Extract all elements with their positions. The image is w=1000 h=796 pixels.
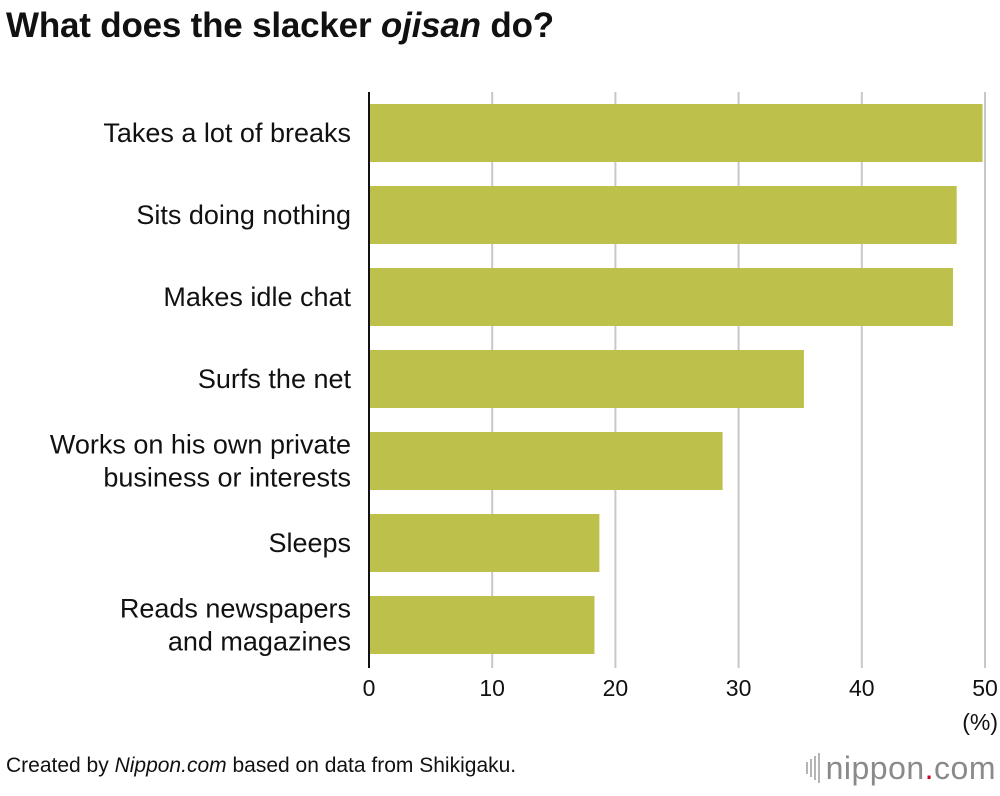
category-label-line: and magazines [168, 627, 351, 657]
credit-text-end: based on data from Shikigaku. [226, 754, 517, 777]
category-label: Sits doing nothing [136, 200, 351, 230]
x-tick-label: 10 [479, 675, 505, 701]
x-tick-labels: 0 10 20 30 40 50 [363, 675, 998, 701]
category-label-line: Sits doing nothing [136, 200, 351, 230]
chart-title: What does the slacker ojisan do? [6, 4, 554, 48]
credit-text: Created by [6, 754, 115, 777]
logo-suffix: com [934, 750, 996, 786]
x-tick-label: 50 [972, 675, 998, 701]
bars [369, 104, 983, 654]
title-text-end: do? [480, 6, 554, 45]
source-credit: Created by Nippon.com based on data from… [6, 752, 516, 780]
category-label-line: Makes idle chat [163, 282, 351, 312]
category-label: Makes idle chat [163, 282, 351, 312]
category-label: Reads newspapers and magazines [120, 594, 351, 657]
category-label-line: Takes a lot of breaks [103, 118, 351, 148]
category-label-line: Reads newspapers [120, 594, 351, 624]
category-label-line: Sleeps [268, 528, 351, 558]
bar [369, 596, 595, 654]
x-tick-label: 0 [363, 675, 376, 701]
category-label: Takes a lot of breaks [103, 118, 351, 148]
category-label: Sleeps [268, 528, 351, 558]
bar [369, 186, 957, 244]
category-label: Works on his own private business or inte… [50, 430, 351, 493]
category-label-line: business or interests [103, 463, 351, 493]
category-labels: Takes a lot of breaks Sits doing nothing M… [50, 118, 352, 657]
category-label: Surfs the net [198, 364, 352, 394]
nippon-logo: nippon.com [805, 750, 996, 786]
category-label-line: Works on his own private [50, 430, 351, 460]
x-tick-label: 20 [603, 675, 629, 701]
category-label-line: Surfs the net [198, 364, 352, 394]
x-axis-unit: (%) [962, 709, 998, 735]
bar [369, 514, 600, 572]
x-tick-label: 40 [849, 675, 875, 701]
title-emphasis: ojisan [380, 6, 481, 45]
logo-dot: . [924, 750, 935, 786]
credit-publisher: Nippon.com [114, 754, 227, 777]
logo-bars-icon [805, 753, 820, 783]
logo-name: nippon [825, 750, 925, 786]
bar [369, 104, 983, 162]
bar [369, 268, 953, 326]
bar [369, 350, 804, 408]
title-text: What does the slacker [6, 6, 381, 45]
x-tick-label: 30 [726, 675, 752, 701]
bar [369, 432, 723, 490]
